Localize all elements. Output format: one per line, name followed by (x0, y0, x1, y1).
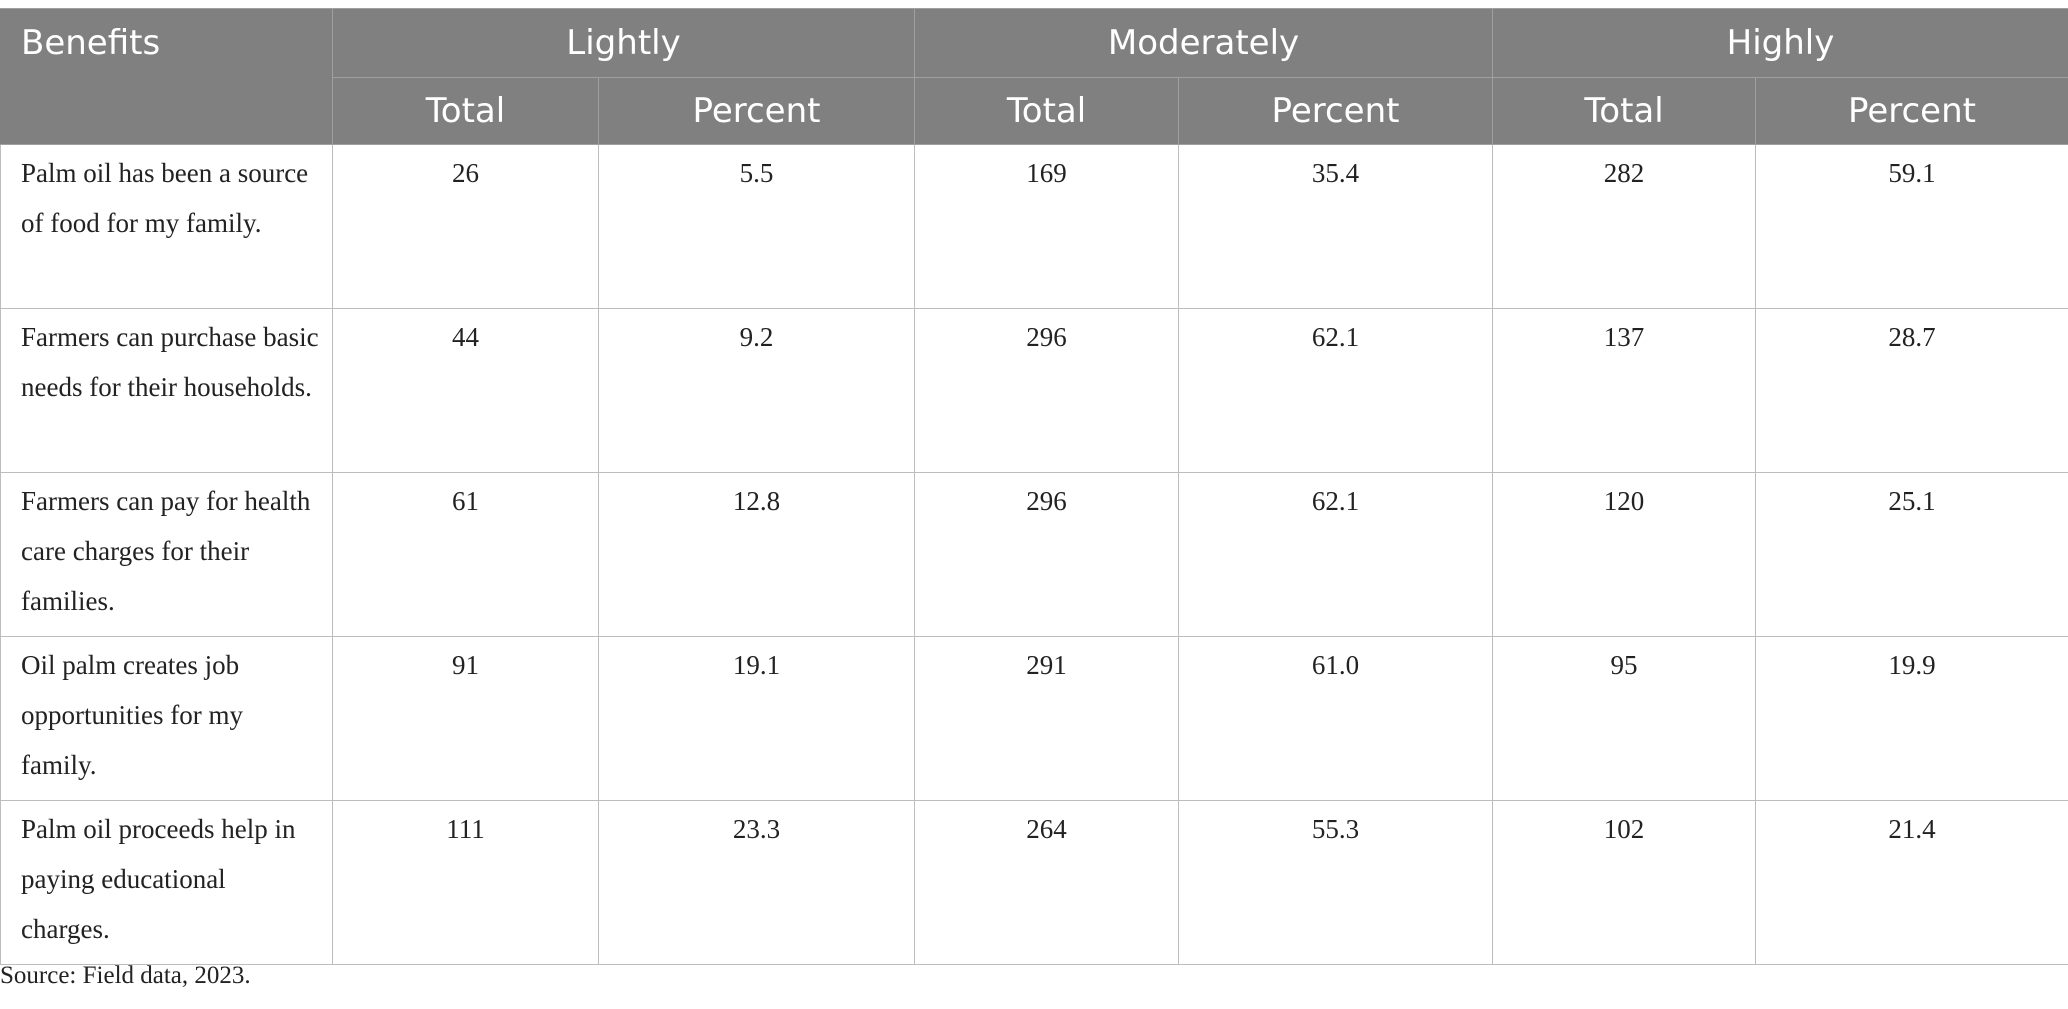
highly-percent-cell: 28.7 (1755, 308, 2068, 473)
header-row-groups: Benefits Lightly Moderately Highly (0, 8, 2068, 145)
highly-total-cell: 137 (1492, 308, 1757, 473)
moderately-total-cell: 264 (914, 800, 1180, 965)
table-row: Palm oil has been a source of food for m… (0, 144, 2068, 309)
lightly-percent-cell: 5.5 (597, 144, 916, 309)
benefit-cell: Oil palm creates job opportunities for m… (0, 636, 333, 801)
highly-percent-cell: 25.1 (1755, 472, 2068, 637)
highly-total-cell: 120 (1492, 472, 1757, 637)
highly-percent-cell: 59.1 (1755, 144, 2068, 309)
moderately-total-cell: 296 (914, 308, 1180, 473)
header-moderately-total: Total (914, 77, 1180, 145)
moderately-percent-cell: 35.4 (1178, 144, 1494, 309)
source-note: Source: Field data, 2023. (0, 962, 251, 989)
moderately-percent-cell: 62.1 (1178, 308, 1494, 473)
header-moderately-percent: Percent (1178, 77, 1494, 145)
lightly-total-cell: 61 (332, 472, 599, 637)
table-row: Oil palm creates job opportunities for m… (0, 636, 2068, 801)
lightly-total-cell: 91 (332, 636, 599, 801)
moderately-total-cell: 169 (914, 144, 1180, 309)
table-row: Farmers can purchase basic needs for the… (0, 308, 2068, 473)
lightly-percent-cell: 19.1 (597, 636, 916, 801)
lightly-total-cell: 111 (332, 800, 599, 965)
header-benefits: Benefits (0, 8, 333, 145)
header-highly-percent: Percent (1755, 77, 2068, 145)
header-lightly-total: Total (332, 77, 599, 145)
benefits-table-container: Benefits Lightly Moderately Highly Total… (0, 8, 2068, 965)
table-body: Palm oil has been a source of food for m… (0, 144, 2068, 965)
benefit-cell: Farmers can purchase basic needs for the… (0, 308, 333, 473)
highly-percent-cell: 19.9 (1755, 636, 2068, 801)
highly-total-cell: 282 (1492, 144, 1757, 309)
moderately-percent-cell: 62.1 (1178, 472, 1494, 637)
table-row: Farmers can pay for health care charges … (0, 472, 2068, 637)
highly-total-cell: 95 (1492, 636, 1757, 801)
lightly-percent-cell: 23.3 (597, 800, 916, 965)
lightly-total-cell: 44 (332, 308, 599, 473)
moderately-total-cell: 296 (914, 472, 1180, 637)
moderately-total-cell: 291 (914, 636, 1180, 801)
header-group-highly: Highly (1492, 8, 2068, 78)
benefit-cell: Palm oil proceeds help in paying educati… (0, 800, 333, 965)
header-row-subcolumns: Total Percent Total Percent Total Percen… (1, 77, 2068, 145)
benefits-table: Benefits Lightly Moderately Highly Total… (0, 8, 2068, 965)
benefit-cell: Farmers can pay for health care charges … (0, 472, 333, 637)
header-group-moderately: Moderately (914, 8, 1494, 78)
header-group-lightly: Lightly (331, 8, 916, 78)
highly-percent-cell: 21.4 (1755, 800, 2068, 965)
header-lightly-percent: Percent (597, 77, 916, 145)
header-highly-total: Total (1492, 77, 1757, 145)
lightly-percent-cell: 9.2 (597, 308, 916, 473)
moderately-percent-cell: 61.0 (1178, 636, 1494, 801)
table-header: Benefits Lightly Moderately Highly Total… (0, 8, 2068, 145)
lightly-percent-cell: 12.8 (597, 472, 916, 637)
highly-total-cell: 102 (1492, 800, 1757, 965)
table-row: Palm oil proceeds help in paying educati… (0, 800, 2068, 965)
lightly-total-cell: 26 (332, 144, 599, 309)
moderately-percent-cell: 55.3 (1178, 800, 1494, 965)
benefit-cell: Palm oil has been a source of food for m… (0, 144, 333, 309)
